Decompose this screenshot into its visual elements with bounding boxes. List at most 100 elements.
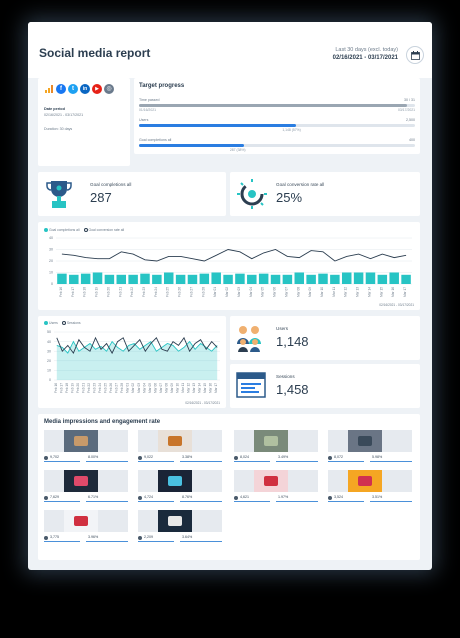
x-tick-label: Mar 03 xyxy=(237,287,241,297)
media-item[interactable]: 3,775 3.96% xyxy=(44,510,128,542)
bar xyxy=(152,274,162,284)
bar xyxy=(401,274,411,284)
bar xyxy=(163,272,174,284)
x-tick-label: Mar 15 xyxy=(379,287,383,297)
x-tick-label: Feb 20 xyxy=(76,383,80,393)
x-tick-label: Mar 01 xyxy=(213,287,217,297)
trophy-icon xyxy=(46,181,72,208)
date-period-value: 02/16/2021 - 03/17/2021 xyxy=(44,113,84,117)
progress-value: 2,500 xyxy=(406,118,415,122)
media-card: Media impressions and engagement rate 9,… xyxy=(38,414,420,560)
eye-icon xyxy=(234,455,238,460)
x-tick-label: Mar 14 xyxy=(367,287,371,297)
bar xyxy=(92,272,103,284)
media-thumbnail xyxy=(234,470,318,492)
media-image xyxy=(64,430,98,452)
bar xyxy=(223,274,233,284)
chart-footer: 02/16/2021 - 03/17/2021 xyxy=(379,303,414,307)
sessions-card: Sessions 1,458 xyxy=(230,364,420,408)
bar xyxy=(140,273,150,284)
bar xyxy=(116,274,127,284)
media-item[interactable]: 4,621 1.97% xyxy=(234,470,318,502)
target-progress-card: Target progress Time passed 30 / 31 01/1… xyxy=(134,78,420,154)
media-thumbnail xyxy=(234,430,318,452)
media-engagement-rate: 8.76% xyxy=(182,495,193,499)
media-engagement-rate: 3.96% xyxy=(88,535,99,539)
period-label: Last 30 days (excl. today) xyxy=(335,47,398,53)
media-stats: 2,209 3.64% xyxy=(138,535,222,541)
x-tick-label: Feb 19 xyxy=(70,383,74,393)
x-tick-label: Mar 04 xyxy=(142,383,146,393)
media-item[interactable]: 8,024 3.49% xyxy=(234,430,318,462)
x-tick-label: Mar 05 xyxy=(148,383,152,393)
media-image xyxy=(64,510,98,532)
x-tick-label: Feb 25 xyxy=(104,383,108,393)
y-tick-label: 0 xyxy=(51,282,53,286)
x-tick-label: Feb 16 xyxy=(59,287,63,297)
media-engagement-rate: 1.97% xyxy=(278,495,289,499)
media-item[interactable]: 9,022 3.38% xyxy=(138,430,222,462)
bar xyxy=(318,273,328,284)
media-item[interactable]: 9,702 8.00% xyxy=(44,430,128,462)
x-tick-label: Mar 13 xyxy=(192,383,196,393)
goal-completions-card: Goal completions all 287 xyxy=(38,172,226,216)
media-impressions: 7,629 xyxy=(50,495,59,499)
media-image xyxy=(64,470,98,492)
x-tick-label: Feb 27 xyxy=(115,383,119,393)
progress-time-passed: Time passed 30 / 31 01/16/2021 03/17/202… xyxy=(139,98,415,114)
media-item[interactable]: 3,524 3.51% xyxy=(328,470,412,502)
eye-icon xyxy=(138,535,142,540)
x-tick-label: Mar 02 xyxy=(131,383,135,393)
media-item[interactable]: 8,072 5.98% xyxy=(328,430,412,462)
social-icons: f t in ▶ ◎ xyxy=(44,84,114,94)
progress-label: Time passed xyxy=(139,98,160,102)
x-tick-label: Mar 07 xyxy=(159,383,163,393)
users-card: Users 1,148 xyxy=(230,316,420,360)
calendar-button[interactable] xyxy=(406,46,424,64)
x-tick-label: Mar 10 xyxy=(176,383,180,393)
users-chart-legend: Users Sessions xyxy=(44,321,81,326)
sessions-value: 1,458 xyxy=(276,382,309,397)
instagram-icon: ◎ xyxy=(104,84,114,94)
x-tick-label: Mar 09 xyxy=(308,287,312,297)
x-tick-label: Mar 09 xyxy=(170,383,174,393)
media-stats: 9,022 3.38% xyxy=(138,455,222,461)
x-tick-label: Mar 14 xyxy=(198,383,202,393)
media-thumbnail xyxy=(138,470,222,492)
y-tick-label: 10 xyxy=(47,369,51,373)
goal-chart-card: Goal completions all Goal conversion rat… xyxy=(38,222,420,310)
media-engagement-rate: 5.98% xyxy=(372,455,383,459)
progress-value: 400 xyxy=(409,138,415,142)
x-tick-label: Feb 16 xyxy=(54,383,58,393)
analytics-icon xyxy=(44,84,54,94)
chart-footer: 02/16/2021 - 03/17/2021 xyxy=(185,401,220,405)
x-tick-label: Feb 23 xyxy=(142,287,146,297)
media-engagement-rate: 3.49% xyxy=(278,455,289,459)
progress-sub: 03/17/2021 xyxy=(398,108,415,112)
media-impressions: 3,775 xyxy=(50,535,59,539)
y-tick-label: 50 xyxy=(47,330,51,334)
bar xyxy=(187,274,198,284)
media-stats: 3,524 3.51% xyxy=(328,495,412,501)
x-tick-label: Mar 07 xyxy=(284,287,288,297)
media-stats: 4,724 8.76% xyxy=(138,495,222,501)
media-stats: 3,775 3.96% xyxy=(44,535,128,541)
media-image xyxy=(158,470,192,492)
y-tick-label: 30 xyxy=(47,349,51,353)
x-tick-label: Feb 17 xyxy=(59,383,63,393)
x-tick-label: Feb 18 xyxy=(65,383,69,393)
x-tick-label: Feb 27 xyxy=(189,287,193,297)
progress-value: 30 / 31 xyxy=(404,98,415,102)
goal-chart-legend: Goal completions all Goal conversion rat… xyxy=(44,228,124,233)
media-stats: 8,072 5.98% xyxy=(328,455,412,461)
bar xyxy=(306,274,316,284)
bar xyxy=(365,272,376,284)
media-item[interactable]: 4,724 8.76% xyxy=(138,470,222,502)
media-engagement-rate: 3.51% xyxy=(372,495,383,499)
media-item[interactable]: 2,209 3.64% xyxy=(138,510,222,542)
media-item[interactable]: 7,629 6.71% xyxy=(44,470,128,502)
eye-icon xyxy=(328,495,332,500)
legend-item: Goal conversion rate all xyxy=(83,228,124,233)
progress-sub: 1,148 (57%) xyxy=(282,128,301,132)
